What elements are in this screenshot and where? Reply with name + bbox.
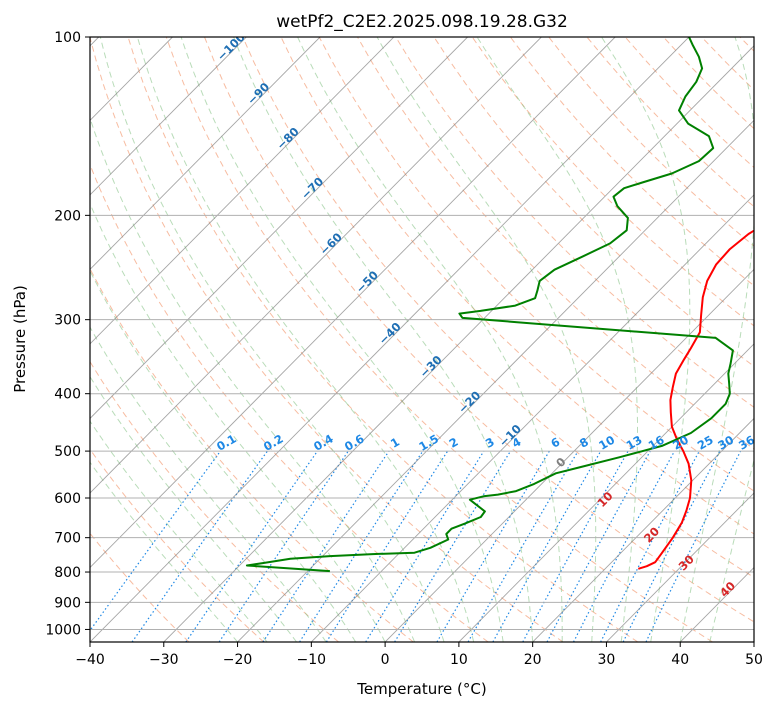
mixing-ratio-line xyxy=(185,450,318,642)
dry-adiabat-line xyxy=(127,37,639,642)
moist-adiabat-line xyxy=(476,37,638,642)
mixing-ratio-label: 10 xyxy=(596,433,617,453)
mixing-ratio-line xyxy=(262,450,390,642)
y-tick-label: 300 xyxy=(54,313,81,329)
mixing-ratio-label: 20 xyxy=(670,433,691,453)
x-tick-label: 0 xyxy=(381,652,390,668)
y-tick-label: 100 xyxy=(54,30,81,46)
mixing-ratio-line xyxy=(218,450,349,642)
y-tick-label: 400 xyxy=(54,387,81,403)
moist-adiabat-line xyxy=(376,37,597,642)
isotherm-line xyxy=(311,194,754,642)
y-tick-label: 500 xyxy=(54,444,81,460)
x-tick-label: −40 xyxy=(75,652,105,668)
isotherm-line xyxy=(753,641,754,642)
y-axis-title: Pressure (hPa) xyxy=(11,285,29,393)
y-tick-label: 800 xyxy=(54,565,81,581)
dry-adiabat-line xyxy=(318,37,754,492)
mixing-ratio-line xyxy=(90,450,221,632)
mixing-ratio-label: 36 xyxy=(736,433,757,453)
isotherm-line xyxy=(532,417,754,642)
temperature-profile-line xyxy=(638,229,754,570)
dry-adiabat-line xyxy=(90,448,265,642)
x-tick-label: 10 xyxy=(450,652,468,668)
isotherm-line xyxy=(606,492,754,642)
moist-adiabat-line xyxy=(90,326,327,642)
mixing-ratio-line xyxy=(645,450,742,642)
isotherm-line xyxy=(90,37,321,271)
dry-adiabat-line xyxy=(165,37,713,642)
mixing-ratio-line xyxy=(546,450,651,642)
isotherm-line xyxy=(90,37,468,420)
isotherm-line xyxy=(90,37,395,345)
dry-adiabat-line xyxy=(90,163,489,642)
moist-adiabat-line xyxy=(233,37,534,642)
mixing-ratio-line xyxy=(394,450,512,642)
x-tick-label: −30 xyxy=(149,652,179,668)
dry-adiabat-line xyxy=(90,267,414,642)
mixing-ratio-line xyxy=(522,450,629,642)
plot-frame xyxy=(89,36,755,643)
mixing-ratio-label: 13 xyxy=(624,433,645,453)
isotherm-line xyxy=(384,268,754,642)
dry-adiabat-line xyxy=(433,37,754,367)
moist-adiabat-line xyxy=(99,37,445,642)
mixing-ratio-line xyxy=(325,450,449,642)
moist-adiabat-line xyxy=(709,457,754,642)
moist-adiabat-line xyxy=(297,37,563,642)
moist-adiabat-line xyxy=(136,37,475,642)
mixing-ratio-line xyxy=(299,450,424,642)
moist-adiabat-line xyxy=(90,375,297,642)
dry-adiabat-line xyxy=(204,37,754,623)
chart-title: wetPf2_C2E2.2025.098.19.28.G32 xyxy=(276,12,568,32)
moist-adiabat-line xyxy=(90,420,268,642)
isotherm-line xyxy=(458,343,754,642)
mixing-ratio-line xyxy=(622,450,721,642)
x-axis-title: Temperature (°C) xyxy=(356,680,486,698)
isotherm-line xyxy=(163,45,754,642)
isotherm-line xyxy=(90,37,542,494)
x-tick-label: 30 xyxy=(598,652,616,668)
dry-adiabat-line xyxy=(395,37,754,408)
isotherm-line xyxy=(237,119,754,642)
x-tick-label: −20 xyxy=(223,652,253,668)
mixing-ratio-label: 25 xyxy=(695,433,716,453)
moist-adiabat-line xyxy=(601,37,691,642)
dry-adiabat-line xyxy=(242,37,754,579)
dry-adiabat-line xyxy=(90,37,564,642)
x-tick-label: 40 xyxy=(671,652,689,668)
y-tick-label: 1000 xyxy=(45,622,81,638)
isotherm-line xyxy=(90,37,690,642)
y-tick-label: 200 xyxy=(54,208,81,224)
x-tick-label: −10 xyxy=(297,652,327,668)
moist-adiabat-line xyxy=(180,37,504,642)
y-tick-label: 700 xyxy=(54,531,81,547)
dry-adiabat-line xyxy=(509,37,754,287)
y-tick-label: 600 xyxy=(54,491,81,507)
isotherm-line xyxy=(90,37,247,196)
dry-adiabat-line xyxy=(90,360,339,642)
dewpoint-profile-line xyxy=(245,37,734,573)
moist-adiabat-line xyxy=(90,461,238,642)
dry-adiabat-line xyxy=(471,37,754,327)
y-tick-label: 900 xyxy=(54,595,81,611)
mixing-ratio-label: 16 xyxy=(646,433,667,453)
dry-adiabat-line xyxy=(357,37,754,450)
moist-adiabat-line xyxy=(90,269,357,642)
x-tick-label: 50 xyxy=(745,652,763,668)
isotherm-line xyxy=(90,37,616,569)
mixing-ratio-label: 30 xyxy=(715,433,736,453)
mixing-ratio-line xyxy=(365,450,485,642)
moist-adiabat-line xyxy=(90,202,386,642)
moist-adiabat-line xyxy=(679,37,754,642)
x-tick-label: 20 xyxy=(524,652,542,668)
